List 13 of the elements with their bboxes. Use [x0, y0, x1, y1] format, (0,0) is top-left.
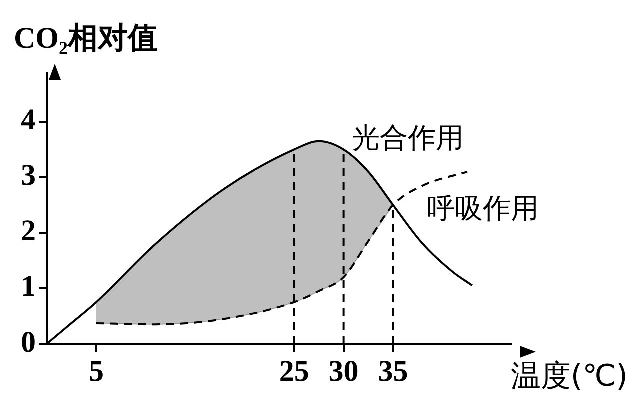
y-tick-label: 2 [21, 214, 36, 248]
x-axis-title: 温度(℃) [510, 359, 628, 394]
x-tick-label: 30 [328, 354, 359, 388]
series-label: 呼吸作用 [426, 192, 539, 225]
y-tick-label: 4 [21, 104, 36, 137]
y-tick-label: 0 [21, 326, 36, 359]
x-tick-label: 25 [279, 354, 310, 388]
x-tick-label: 5 [88, 354, 104, 388]
y-tick-label: 1 [21, 270, 36, 304]
y-axis-title: CO₂相对值 [14, 22, 158, 55]
y-tick-label: 3 [21, 159, 36, 192]
series-label: 光合作用 [352, 122, 464, 155]
x-tick-label: 35 [378, 354, 408, 388]
